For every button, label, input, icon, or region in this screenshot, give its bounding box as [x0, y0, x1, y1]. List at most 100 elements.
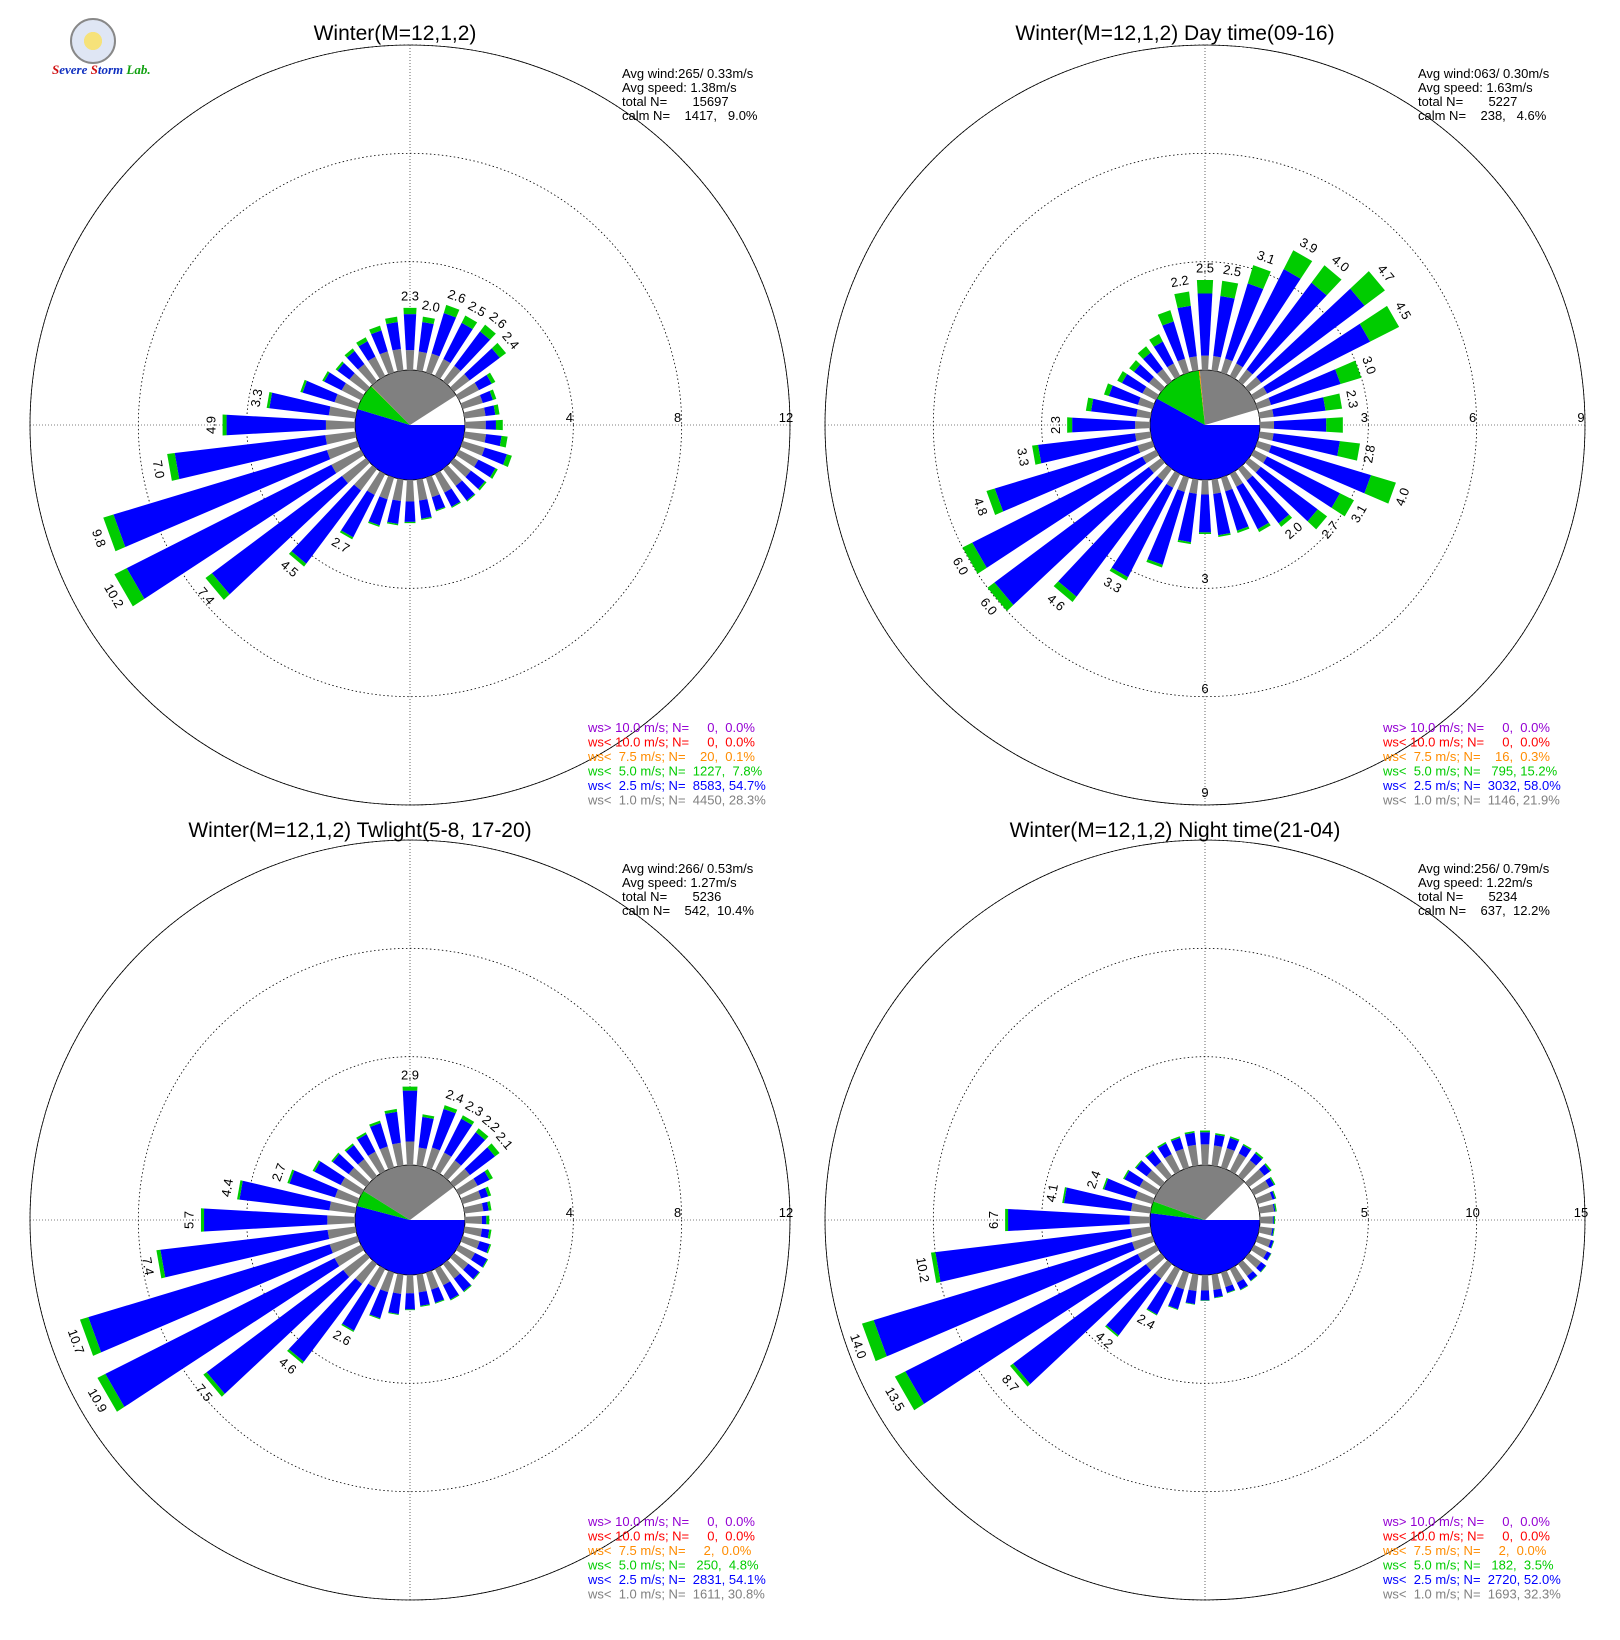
bar-lt2_5 — [369, 1289, 389, 1319]
bar-lt1 — [450, 1168, 470, 1188]
legend-entry: ws< 10.0 m/s; N= 0, 0.0% — [587, 1529, 755, 1544]
bar-lt5 — [1123, 1169, 1130, 1180]
bar-lt2_5 — [1058, 475, 1164, 597]
bar-lt1 — [1258, 1204, 1275, 1214]
bar-lt1 — [1137, 440, 1155, 453]
bar-label: 3.0 — [1359, 354, 1379, 376]
bar-lt2_5 — [443, 1281, 459, 1300]
bar-lt2_5 — [1124, 1170, 1144, 1187]
bar-lt1 — [1175, 1148, 1190, 1170]
bar-label: 3.9 — [1297, 234, 1320, 256]
bar-lt1 — [1245, 376, 1262, 393]
bar-lt2_5 — [476, 1241, 490, 1253]
bar-lt1 — [1237, 465, 1253, 481]
bar-lt2_5 — [470, 1252, 488, 1268]
bar-lt5 — [1053, 581, 1077, 603]
bar-lt5 — [1307, 509, 1328, 530]
bar-lt5 — [402, 1086, 418, 1091]
bar-lt5 — [368, 521, 380, 527]
bar-lt1 — [1201, 355, 1209, 371]
bar-lt2_5 — [1236, 1278, 1248, 1290]
bar-lt1 — [405, 1141, 415, 1166]
bar-lt2_5 — [289, 1170, 338, 1198]
bar-label: 4.5 — [1392, 299, 1414, 322]
bar-label: 2.6 — [446, 286, 468, 306]
bar-lt1 — [1251, 449, 1268, 464]
bar-lt5 — [114, 568, 145, 607]
bar-lt2_5 — [994, 445, 1141, 512]
bar-lt5 — [1185, 1302, 1195, 1305]
bar-lt1 — [1259, 1216, 1273, 1224]
bar-lt1 — [1245, 1169, 1265, 1188]
bar-lt5 — [1215, 1133, 1225, 1137]
bar-label: 2.8 — [1360, 444, 1378, 464]
bar-lt1 — [463, 1203, 484, 1214]
bar-lt5 — [1085, 397, 1094, 412]
bar-label: 4.9 — [203, 416, 218, 434]
bar-lt1 — [331, 449, 364, 474]
legend-entry: ws> 10.0 m/s; N= 0, 0.0% — [1382, 720, 1550, 735]
bar-label: 9.8 — [89, 527, 109, 549]
bar-lt1 — [379, 475, 395, 500]
legend-entry: ws< 5.0 m/s; N= 795, 15.2% — [1382, 764, 1558, 779]
bar-lt1 — [1135, 431, 1152, 442]
bar-lt1 — [1201, 1274, 1209, 1291]
chart-title: Winter(M=12,1,2) Twlight(5-8, 17-20) — [188, 819, 531, 842]
bar-lt5 — [1174, 291, 1191, 309]
bar-lt1 — [1136, 409, 1152, 419]
bar-lt2_5 — [431, 1108, 456, 1151]
bar-lt1 — [463, 407, 486, 419]
bar-lt5 — [482, 1259, 489, 1268]
chart-title: Winter(M=12,1,2) Day time(09-16) — [1015, 22, 1334, 45]
ring-label: 9 — [1201, 785, 1208, 800]
bar-lt5 — [403, 307, 417, 315]
bar-lt2_5 — [1256, 288, 1365, 383]
ring-label: 5 — [1361, 1205, 1368, 1220]
bar-label: 6.0 — [950, 555, 972, 578]
bar-lt1 — [442, 465, 463, 486]
bar-lt2_5 — [1268, 369, 1341, 406]
stat-line: total N= 5236 — [622, 889, 721, 904]
calm-sector-lt2_5 — [1150, 398, 1260, 481]
bar-lt1 — [1142, 449, 1159, 464]
bar-lt2_5 — [357, 1134, 376, 1156]
bar-lt2_5 — [332, 1153, 355, 1175]
bar-lt5 — [435, 506, 446, 512]
ring-label: 10 — [1465, 1205, 1479, 1220]
bar-lt1 — [456, 1178, 478, 1196]
bar-lt2_5 — [1272, 433, 1340, 457]
bar-lt2_5 — [358, 341, 376, 361]
bar-lt5 — [300, 379, 307, 393]
bar-lt5 — [385, 316, 398, 324]
bar-label: 2.4 — [499, 329, 522, 352]
bar-lt2_5 — [88, 1244, 333, 1353]
bar-lt1 — [327, 1226, 357, 1239]
bar-lt2_5 — [873, 1242, 1135, 1357]
bar-lt5 — [1105, 1325, 1119, 1337]
bar-lt1 — [1211, 1273, 1222, 1290]
bar-lt2_5 — [481, 1215, 487, 1225]
bar-lt2_5 — [1153, 341, 1174, 368]
bar-lt5 — [487, 1143, 500, 1157]
bar-label: 3.3 — [248, 388, 266, 408]
bar-lt2_5 — [1268, 445, 1372, 494]
bar-lt2_5 — [431, 494, 446, 511]
bar-lt5 — [1364, 475, 1396, 504]
bar-lt5 — [1067, 417, 1073, 433]
bar-lt2_5 — [1225, 283, 1264, 362]
bar-label: 2.3 — [1048, 416, 1063, 434]
bar-lt5 — [478, 481, 487, 491]
bar-lt5 — [894, 1371, 925, 1411]
bar-lt5 — [1257, 522, 1271, 533]
bar-label: 2.2 — [1169, 272, 1189, 290]
bar-label: 2.5 — [466, 298, 489, 320]
bar-lt2_5 — [464, 348, 500, 381]
bar-lt2_5 — [1236, 482, 1269, 530]
calm-sector-lt1 — [1153, 1165, 1245, 1220]
bar-lt1 — [325, 431, 357, 445]
bar-lt5 — [1272, 1228, 1275, 1237]
bar-lt2_5 — [206, 1269, 350, 1394]
bar-lt5 — [1236, 526, 1250, 533]
bar-label: 2.7 — [269, 1161, 289, 1183]
bar-lt2_5 — [388, 1292, 402, 1315]
